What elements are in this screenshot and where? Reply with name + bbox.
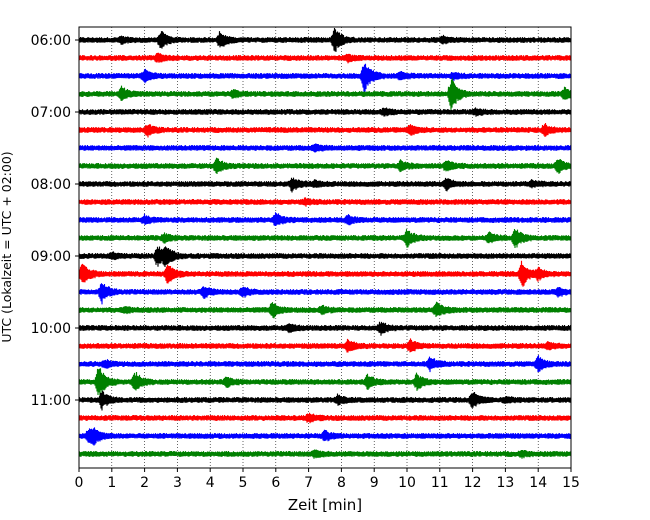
- x-tick-label: 15: [562, 475, 580, 491]
- y-tick-label: 11:00: [31, 393, 71, 409]
- y-axis-label: UTC (Lokalzeit = UTC + 02:00): [0, 151, 14, 342]
- y-tick-label: 09:00: [31, 249, 71, 265]
- trace-1015: [78, 338, 572, 353]
- x-tick-label: 12: [464, 475, 482, 491]
- x-tick-label: 13: [496, 475, 514, 491]
- trace-1130: [78, 427, 572, 446]
- trace-1030: [78, 355, 572, 373]
- y-tick-label: 10:00: [31, 321, 71, 337]
- trace-0800: [78, 177, 572, 193]
- y-tick-label: 06:00: [31, 33, 71, 49]
- y-axis: 06:00 07:00 08:00 09:00 10:00 11:00: [31, 33, 79, 409]
- trace-1000: [78, 321, 572, 336]
- x-tick-label: 1: [107, 475, 116, 491]
- x-tick-label: 6: [271, 475, 280, 491]
- trace-0845: [78, 229, 572, 249]
- trace-0615: [78, 52, 572, 64]
- y-tick-label: 07:00: [31, 105, 71, 121]
- trace-1045: [78, 368, 572, 397]
- x-tick-label: 3: [173, 475, 182, 491]
- trace-0700: [78, 107, 572, 117]
- trace-0945: [78, 301, 572, 319]
- x-tick-label: 4: [206, 475, 215, 491]
- plot-frame: [78, 26, 572, 469]
- trace-0830: [78, 212, 572, 226]
- trace-0900: [78, 246, 572, 267]
- x-tick-label: 14: [529, 475, 547, 491]
- trace-0815: [78, 197, 572, 207]
- x-tick-label: 7: [304, 475, 313, 491]
- x-axis-label: Zeit [min]: [288, 496, 362, 514]
- x-tick-label: 10: [398, 475, 416, 491]
- x-axis: 0 1 2 3 4 5 6 7 8 9 10 11 12 13 14 15: [75, 468, 580, 491]
- x-tick-label: 0: [75, 475, 84, 491]
- x-tick-label: 8: [337, 475, 346, 491]
- x-tick-label: 5: [239, 475, 248, 491]
- trace-0730: [78, 143, 572, 153]
- trace-0915: [78, 260, 572, 287]
- trace-0630: [78, 63, 572, 93]
- y-tick-label: 08:00: [31, 177, 71, 193]
- trace-1115: [78, 412, 572, 424]
- trace-0715: [78, 123, 572, 138]
- trace-1145: [78, 449, 572, 459]
- trace-0600: [78, 27, 572, 52]
- trace-layer: [78, 27, 572, 459]
- x-tick-label: 2: [140, 475, 149, 491]
- trace-1100: [78, 390, 572, 411]
- x-tick-label: 11: [431, 475, 449, 491]
- trace-0645: [78, 78, 572, 111]
- x-tick-label: 9: [370, 475, 379, 491]
- trace-0745: [78, 157, 572, 174]
- trace-0930: [78, 283, 572, 305]
